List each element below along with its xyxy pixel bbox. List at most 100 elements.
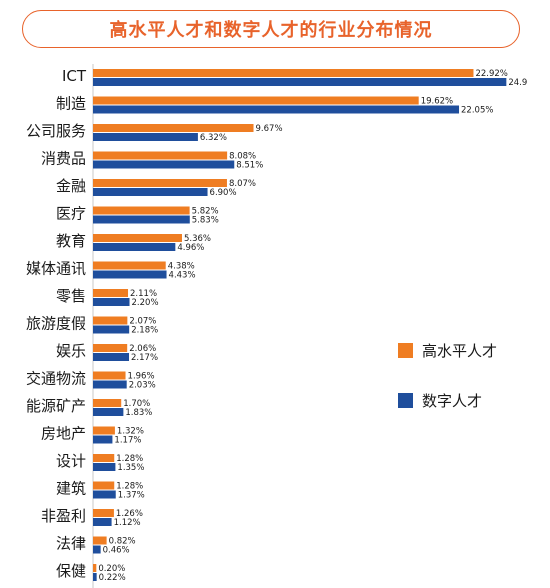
data-label: 0.46% xyxy=(103,546,130,556)
bar-high-level-talent xyxy=(93,69,474,77)
bar-high-level-talent xyxy=(93,481,115,490)
bar-digital-talent xyxy=(93,160,235,169)
data-label: 5.82% xyxy=(192,207,219,217)
bar-high-level-talent xyxy=(93,316,128,325)
bar-digital-talent xyxy=(93,518,112,526)
data-label: 2.20% xyxy=(132,298,159,308)
bar-high-level-talent xyxy=(93,536,107,545)
bar-digital-talent xyxy=(93,325,130,334)
data-label: 2.11% xyxy=(130,289,157,299)
data-label: 5.83% xyxy=(192,216,219,226)
bar-high-level-talent xyxy=(93,96,419,105)
data-label: 6.90% xyxy=(210,188,237,198)
bar-high-level-talent xyxy=(93,179,227,187)
category-label: 房地产 xyxy=(41,425,86,443)
bar-digital-talent xyxy=(93,490,116,499)
data-label: 6.32% xyxy=(200,133,227,143)
category-label: 娱乐 xyxy=(56,342,86,360)
category-label: 旅游度假 xyxy=(26,315,86,333)
category-label: 消费品 xyxy=(41,150,86,168)
data-label: 2.03% xyxy=(129,381,156,391)
bar-digital-talent xyxy=(93,243,176,251)
data-label: 1.35% xyxy=(117,463,144,473)
bar-high-level-talent xyxy=(93,454,115,462)
legend-label-digital-talent: 数字人才 xyxy=(422,392,482,410)
data-label: 1.37% xyxy=(118,491,145,501)
category-label: 教育 xyxy=(56,232,86,250)
category-label: 制造 xyxy=(56,95,86,113)
legend-swatch-high-level-talent xyxy=(398,343,413,358)
data-label: 2.17% xyxy=(131,353,158,363)
data-label: 19.62% xyxy=(421,97,453,107)
category-label: 设计 xyxy=(56,452,86,470)
bar-digital-talent xyxy=(93,380,127,389)
bar-digital-talent xyxy=(93,463,116,471)
bar-high-level-talent xyxy=(93,399,122,407)
data-label: 1.17% xyxy=(114,436,141,446)
data-label: 1.26% xyxy=(116,509,143,519)
data-label: 0.82% xyxy=(109,537,136,547)
data-label: 1.28% xyxy=(116,482,143,492)
category-label: 公司服务 xyxy=(26,122,86,140)
bar-high-level-talent xyxy=(93,234,182,242)
data-label: 8.08% xyxy=(229,152,256,162)
legend-swatch-digital-talent xyxy=(398,393,413,408)
bar-high-level-talent xyxy=(93,124,254,132)
data-label: 4.38% xyxy=(168,262,195,272)
category-label: 能源矿产 xyxy=(26,397,86,415)
bar-high-level-talent xyxy=(93,564,97,572)
category-label: 法律 xyxy=(56,535,86,553)
category-label: 非盈利 xyxy=(41,507,86,525)
data-label: 5.36% xyxy=(184,234,211,244)
category-label: 金融 xyxy=(56,177,86,195)
category-label: 媒体通讯 xyxy=(26,260,86,278)
data-label: 1.83% xyxy=(125,408,152,418)
bar-digital-talent xyxy=(93,298,130,306)
category-label: 建筑 xyxy=(56,480,86,498)
bar-high-level-talent xyxy=(93,509,114,517)
data-label: 2.07% xyxy=(129,317,156,327)
bar-high-level-talent xyxy=(93,151,228,160)
category-label: 交通物流 xyxy=(26,370,86,388)
bar-digital-talent xyxy=(93,133,198,141)
bar-digital-talent xyxy=(93,435,113,444)
data-label: 24.9 xyxy=(508,78,527,88)
legend-label-high-level-talent: 高水平人才 xyxy=(422,342,497,360)
bar-digital-talent xyxy=(93,188,208,196)
bar-high-level-talent xyxy=(93,371,126,380)
bar-high-level-talent xyxy=(93,289,129,297)
data-label: 1.12% xyxy=(114,518,141,528)
chart-title-box: 高水平人才和数字人才的行业分布情况 xyxy=(22,10,520,48)
bar-digital-talent xyxy=(93,215,190,224)
data-label: 8.51% xyxy=(236,161,263,171)
bar-digital-talent xyxy=(93,105,460,114)
data-label: 1.70% xyxy=(123,399,150,409)
data-label: 1.32% xyxy=(117,427,144,437)
bar-digital-talent xyxy=(93,78,507,86)
data-label: 1.96% xyxy=(128,372,155,382)
bar-digital-talent xyxy=(93,573,97,581)
data-label: 0.20% xyxy=(98,564,125,574)
category-label: 保健 xyxy=(56,562,86,580)
bar-high-level-talent xyxy=(93,206,190,215)
category-label: 医疗 xyxy=(56,205,86,223)
bar-high-level-talent xyxy=(93,344,128,352)
data-label: 22.92% xyxy=(475,69,507,79)
bar-digital-talent xyxy=(93,545,101,554)
bar-digital-talent xyxy=(93,408,124,416)
data-label: 8.07% xyxy=(229,179,256,189)
data-label: 1.28% xyxy=(116,454,143,464)
data-label: 9.67% xyxy=(256,124,283,134)
data-label: 2.06% xyxy=(129,344,156,354)
bar-digital-talent xyxy=(93,353,130,361)
data-label: 2.18% xyxy=(131,326,158,336)
bar-digital-talent xyxy=(93,270,167,279)
category-label: 零售 xyxy=(56,287,86,305)
data-label: 22.05% xyxy=(461,106,493,116)
data-label: 4.96% xyxy=(177,243,204,253)
bar-high-level-talent xyxy=(93,261,166,270)
category-label: ICT xyxy=(62,67,87,85)
data-label: 4.43% xyxy=(169,271,196,281)
bar-high-level-talent xyxy=(93,426,115,435)
